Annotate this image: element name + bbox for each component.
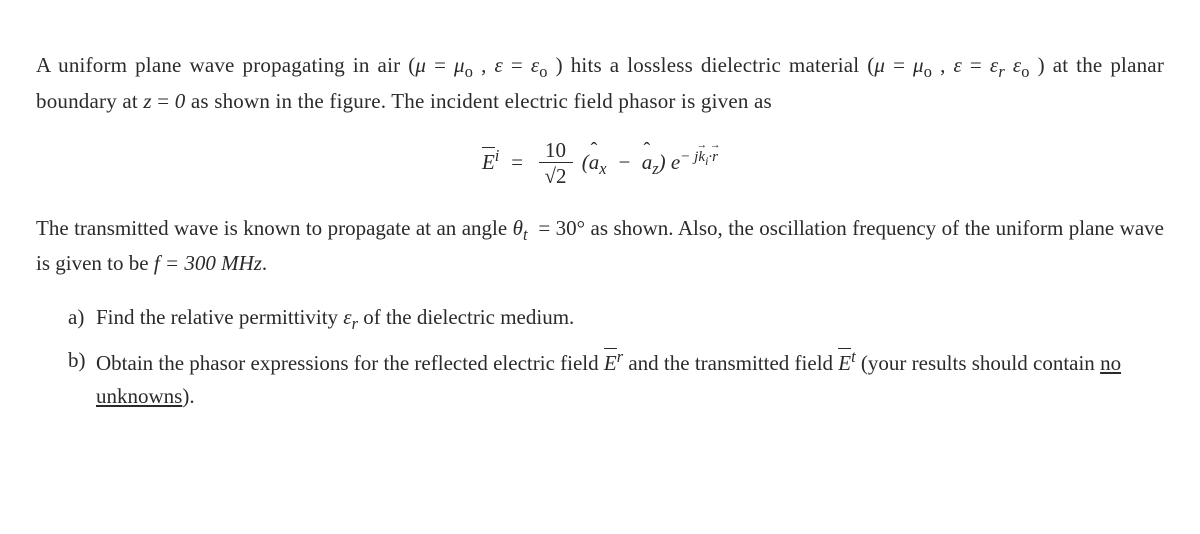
t: ). [182,384,194,408]
problem-intro: A uniform plane wave propagating in air … [36,49,1164,117]
k-vec: k [698,146,705,169]
dot: . [262,251,267,275]
incident-field-equation: Ei = 10 √2 (ax − az) e− jki·r [36,138,1164,190]
t: Find the relative permittivity [96,305,343,329]
z: z [143,89,151,113]
exponent: − jki·r [680,149,718,165]
mu0: μ [454,53,465,77]
label-b: b) [68,344,86,377]
numerator: 10 [539,138,573,163]
fraction: 10 √2 [539,138,573,190]
sub-t: t [523,225,528,244]
t: The transmitted wave is known to propaga… [36,216,513,240]
t: Obtain the phasor expressions for the re… [96,351,604,375]
eps-r: ε [343,305,351,329]
mu0: μ [913,53,924,77]
zero: 0 [175,89,186,113]
freq: f = 300 MHz [154,251,262,275]
problem-cond: The transmitted wave is known to propaga… [36,212,1164,280]
E-bar-t: E [838,347,851,380]
question-b: b) Obtain the phasor expressions for the… [68,344,1164,412]
theta: θ [513,216,523,240]
question-list: a) Find the relative permittivity εr of … [36,301,1164,413]
eps: ε [953,53,961,77]
E-bar-r: E [604,347,617,380]
denominator: √2 [539,163,573,190]
ax-hat: a [589,146,600,179]
mu: μ [415,53,426,77]
sup-r: r [617,347,623,366]
t: ) hits a lossless dielectric material ( [556,53,875,77]
z-sub: z [652,159,658,178]
eps: ε [494,53,502,77]
mu: μ [874,53,885,77]
x-sub: x [599,159,606,178]
E-bar: E [482,146,495,179]
r-vec: r [712,146,718,169]
e: e [671,150,680,174]
sup-t: t [851,347,856,366]
sub-r: r [352,314,358,333]
t: (your results should contain [861,351,1100,375]
t: A uniform plane wave propagating in air … [36,53,415,77]
eq30: = 30° [538,216,585,240]
sup-i: i [495,146,500,165]
az-hat: a [642,146,653,179]
t: and the transmitted field [628,351,838,375]
t: as shown in the figure. The incident ele… [191,89,772,113]
t: of the dielectric medium. [363,305,574,329]
question-a: a) Find the relative permittivity εr of … [68,301,1164,337]
label-a: a) [68,301,84,334]
